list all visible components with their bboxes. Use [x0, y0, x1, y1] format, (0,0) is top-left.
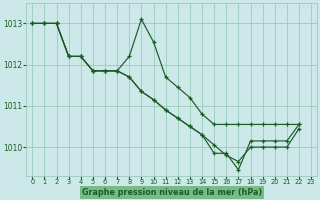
X-axis label: Graphe pression niveau de la mer (hPa): Graphe pression niveau de la mer (hPa): [82, 188, 262, 197]
